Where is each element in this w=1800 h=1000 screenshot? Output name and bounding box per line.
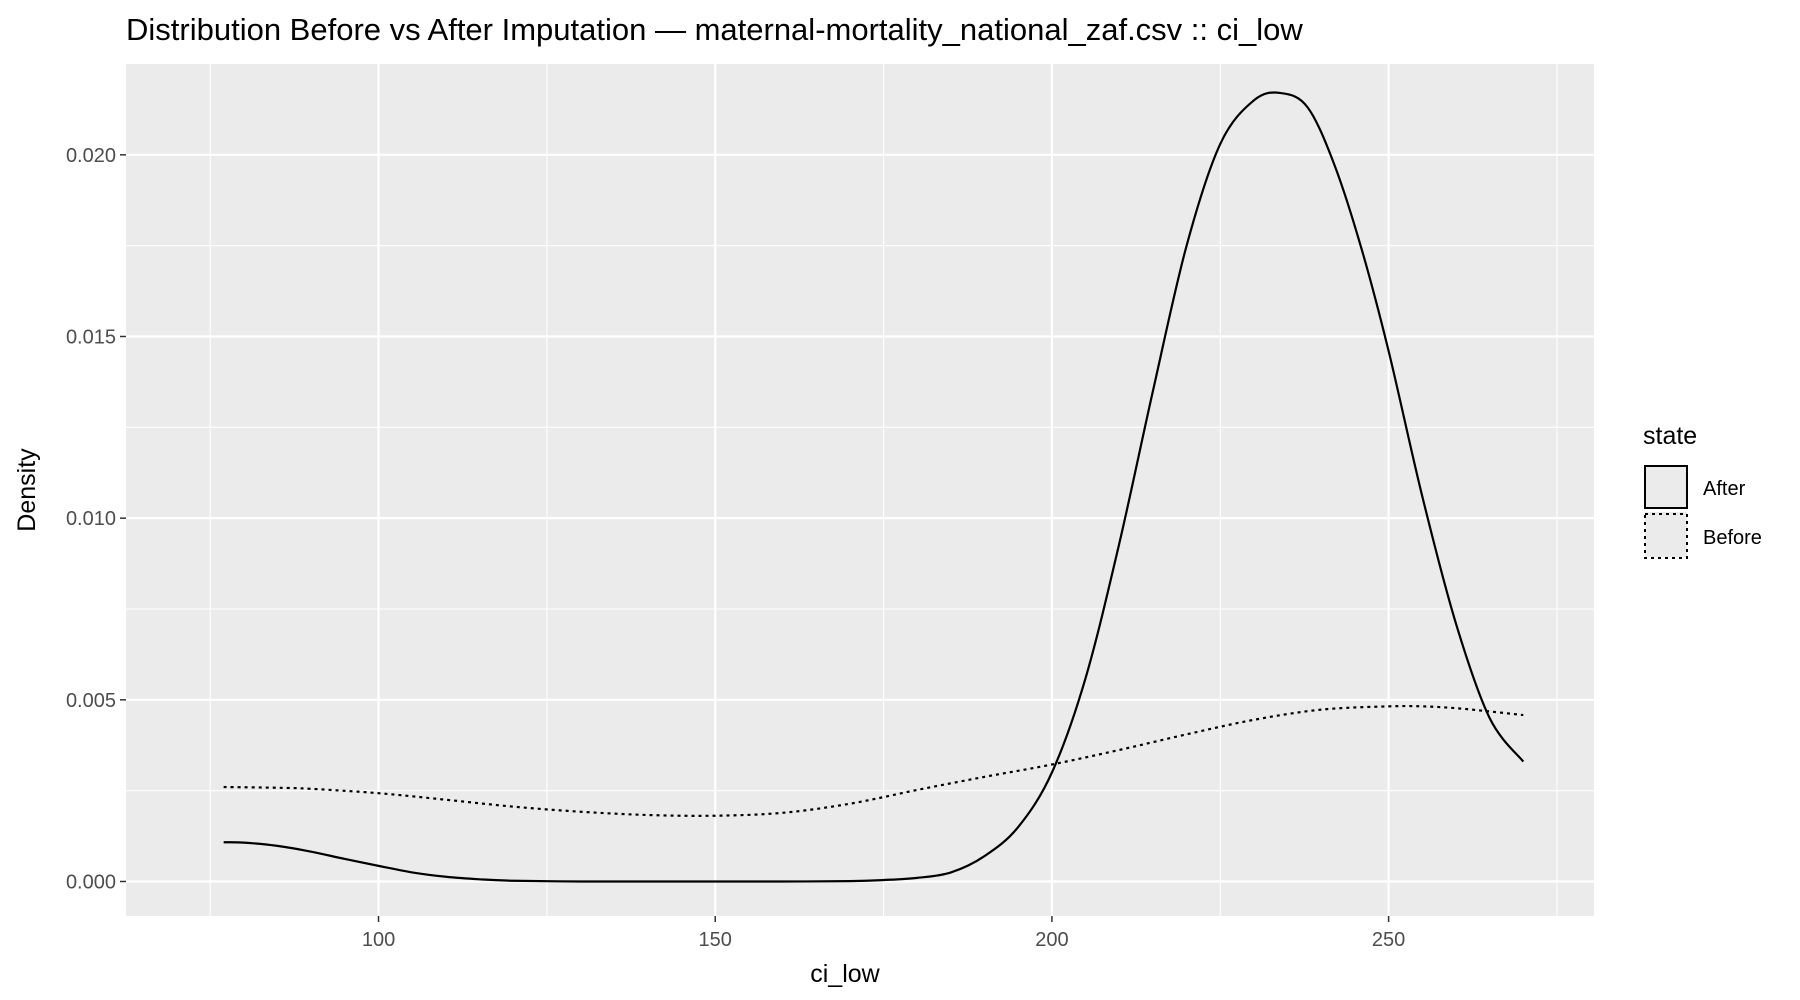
y-axis-title: Density [13, 448, 41, 532]
legend-entry-after: After [1644, 465, 1746, 509]
chart-title: Distribution Before vs After Imputation … [126, 12, 1303, 47]
legend-label-after: After [1703, 478, 1746, 500]
x-tick-label: 200 [1035, 929, 1068, 951]
plot-panel [126, 64, 1594, 916]
grid-minor [126, 64, 1594, 916]
legend-title: state [1643, 422, 1697, 450]
x-tick-label: 100 [362, 929, 395, 951]
legend-key-before [1644, 513, 1688, 559]
y-tick-label: 0.010 [66, 508, 116, 530]
x-axis-title: ci_low [810, 960, 880, 988]
x-tick-label: 250 [1372, 929, 1405, 951]
legend-entry-before: Before [1644, 512, 1762, 559]
series-layer [223, 91, 1525, 883]
legend-key-before-fill [1645, 512, 1687, 557]
y-tick-label: 0.020 [66, 145, 116, 167]
legend-label-before: Before [1703, 527, 1762, 549]
x-axis: 100 150 200 250 [362, 916, 1405, 951]
legend: state After Before [1643, 422, 1762, 559]
y-tick-label: 0.005 [66, 690, 116, 712]
y-tick-label: 0.015 [66, 326, 116, 348]
y-tick-label: 0.000 [66, 871, 116, 893]
y-axis: 0.000 0.005 0.010 0.015 0.020 [66, 145, 126, 893]
x-tick-label: 150 [699, 929, 732, 951]
series-line-before [223, 704, 1524, 817]
legend-key-after [1644, 465, 1688, 509]
series-line-after [223, 91, 1525, 883]
